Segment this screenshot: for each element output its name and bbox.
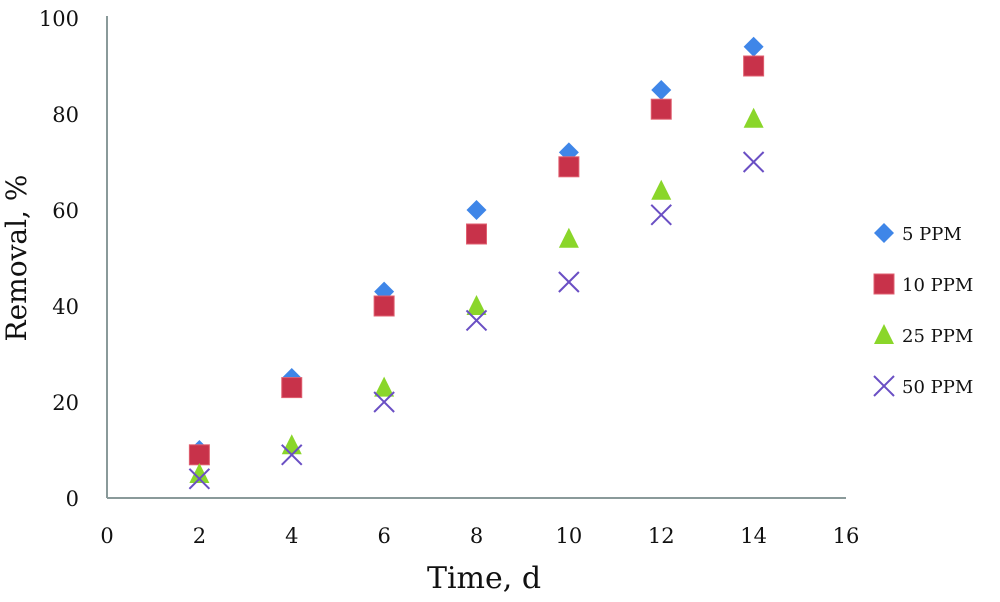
- point-50-ppm: [281, 444, 303, 466]
- point-10-ppm: [650, 98, 672, 120]
- axes: 0 2 4 6 8 10 12 14 16 0 20 40 60 80 100: [39, 7, 859, 548]
- point-10-ppm: [281, 377, 303, 399]
- x-marker-stroke: [558, 271, 580, 293]
- y-tick-label: 40: [52, 295, 79, 319]
- y-axis-label: Removal, %: [0, 175, 33, 342]
- x-tick-label: 4: [285, 524, 298, 548]
- x-tick-label: 12: [648, 524, 675, 548]
- legend-label-5-ppm: 5 PPM: [902, 224, 962, 245]
- point-50-ppm: [558, 271, 580, 293]
- x-marker-stroke: [188, 468, 211, 490]
- x-tick-label: 8: [470, 524, 483, 548]
- x-tick-label: 6: [377, 524, 390, 548]
- x-tick-label: 16: [833, 524, 860, 548]
- x-marker-stroke: [873, 375, 895, 397]
- data-points: [188, 36, 765, 490]
- point-10-ppm: [188, 444, 210, 466]
- point-50-ppm: [373, 391, 395, 413]
- x-marker-stroke: [650, 204, 672, 226]
- point-25-ppm: [743, 107, 764, 128]
- point-50-ppm: [650, 204, 672, 226]
- x-marker-stroke: [373, 391, 395, 413]
- y-tick-label: 20: [52, 391, 79, 415]
- point-25-ppm: [651, 179, 672, 200]
- point-5-ppm: [466, 200, 487, 220]
- legend-label-25-ppm: 25 PPM: [902, 326, 973, 347]
- point-10-ppm: [373, 295, 395, 317]
- legend-label-10-ppm: 10 PPM: [902, 275, 973, 296]
- x-marker-stroke: [742, 151, 765, 173]
- point-25-ppm: [466, 295, 487, 315]
- legend-label-50-ppm: 50 PPM: [902, 377, 973, 398]
- y-tick-label: 0: [66, 487, 79, 511]
- x-marker-stroke: [281, 444, 303, 466]
- legend-marker-10-ppm: [873, 273, 895, 295]
- point-5-ppm: [743, 36, 764, 57]
- point-10-ppm: [558, 156, 580, 178]
- legend: 5 PPM 10 PPM 25 PPM 50 PPM: [873, 223, 973, 398]
- point-25-ppm: [281, 434, 302, 455]
- x-tick-label: 14: [740, 524, 767, 548]
- point-50-ppm: [188, 468, 211, 490]
- y-tick-label: 80: [52, 103, 79, 127]
- x-tick-label: 0: [100, 524, 113, 548]
- x-tick-label: 10: [556, 524, 583, 548]
- point-50-ppm: [742, 151, 765, 173]
- legend-marker-25-ppm: [874, 324, 894, 344]
- y-tick-label: 60: [52, 199, 79, 223]
- legend-marker-5-ppm: [874, 223, 894, 243]
- point-25-ppm: [558, 227, 579, 248]
- x-marker-stroke: [465, 309, 488, 332]
- point-10-ppm: [743, 55, 765, 77]
- point-10-ppm: [466, 223, 487, 245]
- point-25-ppm: [189, 463, 210, 483]
- legend-marker-50-ppm: [873, 375, 895, 397]
- point-5-ppm: [651, 80, 672, 100]
- point-50-ppm: [465, 309, 488, 332]
- x-tick-label: 2: [193, 524, 206, 548]
- y-tick-label: 100: [39, 7, 79, 31]
- point-25-ppm: [374, 376, 395, 397]
- x-axis-label: Time, d: [427, 561, 541, 596]
